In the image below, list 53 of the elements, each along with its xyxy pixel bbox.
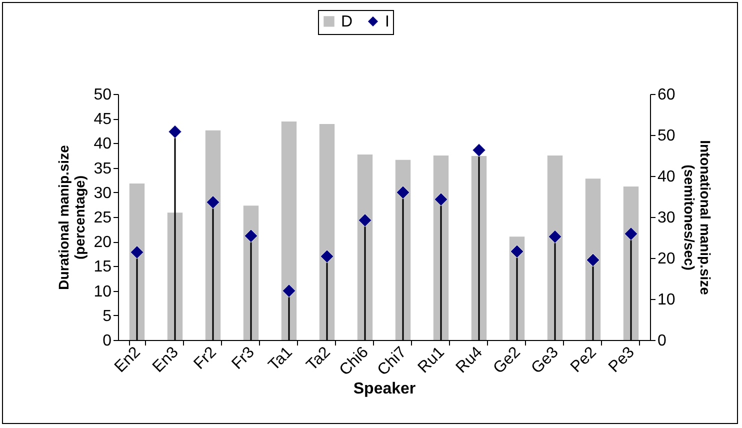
y2-tick-label: 40 [658, 168, 676, 186]
x-tick-label: Fr3 [228, 344, 258, 373]
point [434, 192, 448, 206]
y2-tick-label: 60 [658, 86, 676, 104]
y2-tick-label: 10 [658, 292, 676, 308]
x-tick-label: Ta1 [266, 344, 296, 374]
x-tick-label: Ge2 [490, 344, 524, 378]
x-tick-label: Ta2 [304, 344, 334, 374]
y-tick-label: 0 [102, 332, 112, 350]
point [548, 230, 562, 244]
y-tick-label: 30 [94, 184, 112, 202]
bar [319, 124, 335, 340]
y2-tick-label: 30 [658, 210, 676, 226]
y-tick-label: 45 [94, 111, 112, 128]
point [130, 245, 144, 260]
x-tick-label: Fr2 [190, 344, 220, 373]
x-tick-label: Ge3 [528, 344, 562, 378]
y2-tick-label: 50 [658, 128, 676, 144]
y-tick-label: 5 [102, 308, 112, 325]
legend-label: D [341, 13, 353, 30]
point [586, 253, 600, 267]
point [358, 214, 372, 228]
point [282, 284, 296, 298]
y2-tick-label: 0 [658, 332, 666, 350]
bar [281, 122, 297, 340]
x-axis-title: Speaker [353, 380, 416, 398]
point [624, 227, 638, 241]
point [510, 244, 524, 258]
y-tick-label: 20 [94, 234, 112, 252]
point [206, 195, 220, 210]
y-tick-label: 50 [94, 86, 112, 104]
y-tick-label: 40 [94, 136, 112, 153]
y2-tick-label: 20 [658, 250, 676, 268]
y2-axis-title: Intonational manip.size (semitones/sec) [681, 140, 714, 296]
bar [585, 178, 601, 340]
point [320, 250, 334, 264]
x-tick-label: Pe3 [606, 344, 638, 376]
y-axis-title: Durational manip.size (percentage) [56, 144, 88, 290]
x-tick-label: Ru4 [453, 344, 486, 377]
legend-label: I [385, 13, 390, 30]
x-tick-label: En2 [112, 344, 144, 376]
y-tick-label: 25 [94, 210, 112, 226]
point [168, 124, 182, 138]
x-tick-label: Ru1 [415, 344, 448, 377]
x-tick-label: Chi6 [336, 344, 372, 380]
y-tick-label: 15 [94, 258, 112, 276]
point [396, 186, 410, 200]
point [244, 229, 258, 243]
x-tick-label: Pe2 [568, 344, 600, 376]
y-tick-label: 35 [94, 160, 112, 178]
x-tick-label: En3 [150, 344, 182, 376]
y-tick-label: 10 [94, 283, 112, 300]
point [472, 143, 486, 157]
